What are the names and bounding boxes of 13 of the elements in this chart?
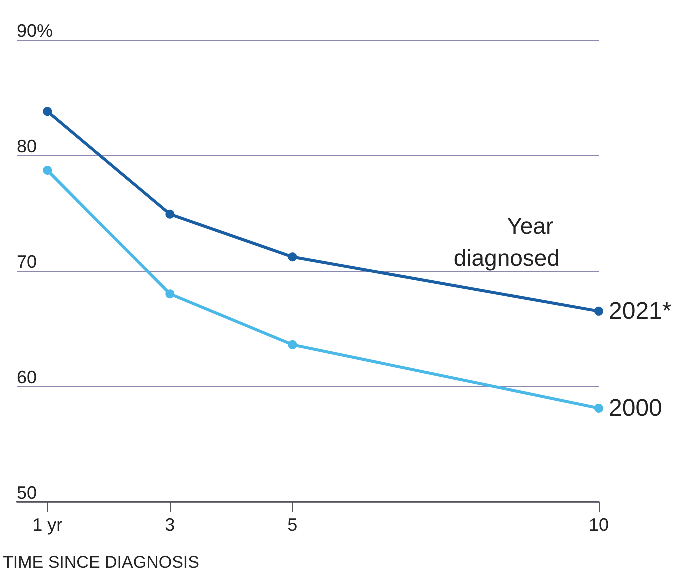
x-tick-label: 3	[165, 515, 176, 535]
series-label: 2000	[609, 394, 662, 422]
y-tick-label: 80	[17, 136, 38, 156]
x-axis-title: TIME SINCE DIAGNOSIS	[3, 553, 200, 572]
x-tick-label: 5	[288, 515, 298, 535]
series-label: 2021*	[609, 298, 672, 325]
y-tick-label: 70	[17, 252, 38, 272]
y-tick-label: 50	[17, 483, 38, 503]
x-tick-label: 1 yr	[32, 515, 63, 535]
legend-title: Year diagnosed	[454, 213, 560, 271]
y-tick-label: 90%	[17, 21, 54, 41]
y-tick-label: 60	[17, 368, 38, 388]
x-tick-label: 10	[588, 515, 610, 535]
